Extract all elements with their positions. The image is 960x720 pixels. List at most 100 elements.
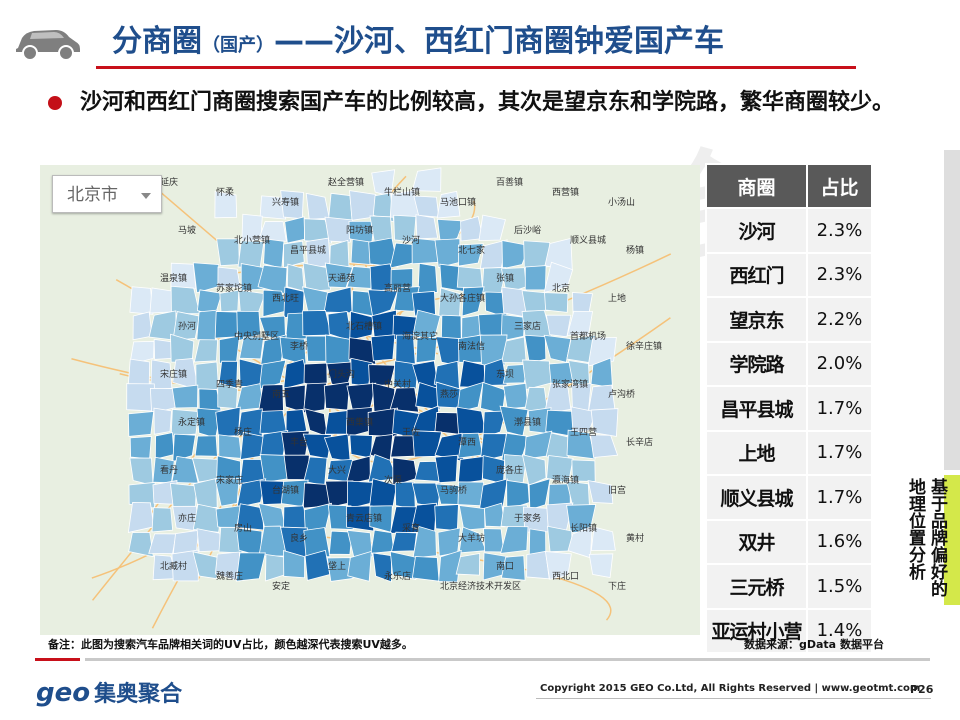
map-region bbox=[239, 336, 265, 360]
place-label: 马坡 bbox=[178, 224, 196, 236]
side-accent bbox=[944, 475, 960, 605]
map-region bbox=[483, 358, 508, 386]
place-label: 燕莎 bbox=[440, 388, 458, 400]
share-value-cell: 1.7% bbox=[805, 429, 874, 476]
share-value-cell: 1.7% bbox=[805, 474, 874, 521]
map-region bbox=[215, 406, 241, 437]
map-region bbox=[500, 555, 526, 581]
place-label: 南法信 bbox=[458, 340, 485, 352]
city-selector[interactable]: 北京市 bbox=[52, 175, 162, 213]
table-row: 顺义县城 1.7% bbox=[705, 474, 874, 521]
map-region bbox=[192, 503, 223, 533]
map-region bbox=[154, 432, 175, 460]
map-region bbox=[325, 334, 351, 365]
map-region bbox=[194, 435, 218, 457]
beijing-heat-map: 延庆 怀柔 兴寿镇 赵全营镇 牛栏山镇 马池口镇 百善镇 西营镇 小汤山 马坡 北小营镇 昌平县城 阳坊… bbox=[40, 165, 700, 635]
area-name-cell: 西红门 bbox=[705, 251, 808, 298]
place-label: 永乐店 bbox=[384, 570, 411, 582]
share-value-cell: 2.0% bbox=[805, 340, 874, 387]
place-label: 长辛店 bbox=[626, 436, 653, 448]
map-region bbox=[544, 551, 572, 580]
map-region bbox=[590, 408, 619, 437]
map-region bbox=[129, 436, 152, 460]
place-label: 北七家 bbox=[458, 244, 485, 256]
map-region bbox=[482, 410, 507, 439]
map-region bbox=[127, 411, 155, 437]
place-label: 延庆 bbox=[160, 176, 178, 188]
place-label: 看丹 bbox=[160, 464, 178, 476]
place-label: 沙河 bbox=[402, 234, 420, 246]
place-label: 王佐 bbox=[402, 426, 420, 438]
place-label: 东坝 bbox=[496, 368, 514, 380]
place-label: 旧宫 bbox=[608, 484, 626, 496]
place-label: 于家务 bbox=[514, 512, 541, 524]
map-region bbox=[284, 216, 305, 244]
place-label: 北京经济技术开发区 bbox=[440, 580, 521, 592]
area-name-cell: 上地 bbox=[705, 429, 808, 476]
map-region bbox=[455, 553, 481, 576]
map-region bbox=[324, 262, 354, 289]
map-region bbox=[214, 551, 241, 582]
map-region bbox=[434, 454, 458, 484]
place-label: 昌平县城 bbox=[290, 245, 326, 256]
map-region bbox=[456, 406, 487, 437]
map-region bbox=[257, 264, 288, 295]
place-label: 卢沟桥 bbox=[608, 388, 635, 400]
map-region bbox=[216, 455, 241, 486]
place-label: 海淀其它 bbox=[402, 330, 438, 342]
map-region bbox=[303, 502, 333, 532]
map-region bbox=[259, 195, 287, 220]
map-region bbox=[324, 216, 354, 243]
map-region bbox=[367, 289, 398, 317]
map-region bbox=[128, 531, 154, 558]
place-label: 青云店镇 bbox=[346, 512, 382, 524]
map-region bbox=[372, 552, 392, 583]
map-region bbox=[218, 360, 238, 389]
place-label: 赵全营镇 bbox=[328, 176, 364, 188]
place-label: 天通苑 bbox=[328, 272, 355, 284]
map-region bbox=[328, 530, 353, 555]
map-region bbox=[170, 285, 201, 315]
place-label: 牛栏山镇 bbox=[384, 186, 420, 198]
place-label: 小汤山 bbox=[608, 197, 635, 208]
place-label: 温泉镇 bbox=[160, 272, 187, 284]
place-label: 四季青 bbox=[216, 378, 243, 390]
page-title: 分商圈（国产）——沙河、西红门商圈钟爱国产车 bbox=[112, 24, 724, 59]
map-region bbox=[566, 429, 596, 460]
title-underline bbox=[96, 66, 856, 69]
place-label: 下庄 bbox=[608, 580, 626, 592]
footer-underline bbox=[536, 698, 931, 699]
place-label: 张镇 bbox=[496, 272, 514, 284]
place-label: 孙河 bbox=[178, 320, 196, 332]
place-label: 宋庄镇 bbox=[160, 368, 187, 380]
map-region bbox=[543, 261, 574, 293]
map-region bbox=[169, 482, 197, 509]
map-region bbox=[389, 387, 420, 413]
map-region bbox=[302, 262, 332, 292]
map-region bbox=[218, 434, 243, 459]
map-region bbox=[415, 214, 439, 240]
map-region bbox=[347, 550, 372, 582]
map-region bbox=[478, 214, 506, 242]
map-region bbox=[566, 310, 594, 337]
map-region bbox=[151, 507, 174, 533]
map-region bbox=[370, 334, 396, 362]
area-name-cell: 双井 bbox=[705, 518, 808, 565]
col-header-area: 商圈 bbox=[705, 163, 808, 209]
map-region bbox=[412, 430, 443, 458]
place-label: 西营镇 bbox=[552, 186, 579, 198]
place-label: 大羊坊 bbox=[458, 532, 485, 544]
place-label: 台湖镇 bbox=[272, 484, 299, 496]
place-label: 良乡 bbox=[290, 532, 308, 544]
place-label: 高丽营 bbox=[384, 282, 411, 294]
map-region bbox=[412, 525, 437, 559]
place-label: 西北旺 bbox=[272, 293, 299, 304]
map-region bbox=[149, 287, 175, 314]
map-region bbox=[323, 286, 353, 314]
company-logo: geo 集奥聚合 bbox=[36, 678, 183, 708]
map-region bbox=[417, 262, 438, 293]
map-region bbox=[544, 292, 569, 313]
map-region bbox=[129, 457, 154, 487]
place-label: 亦庄 bbox=[178, 512, 196, 524]
map-region bbox=[219, 289, 240, 313]
